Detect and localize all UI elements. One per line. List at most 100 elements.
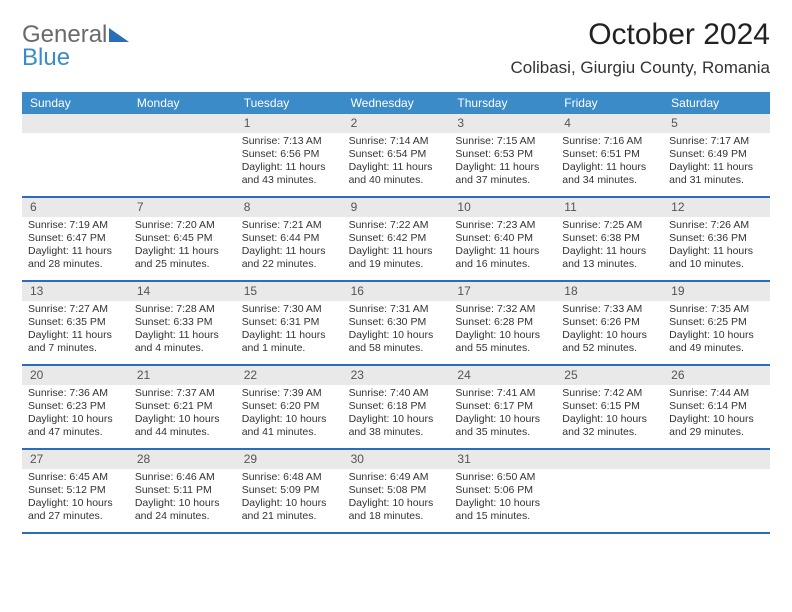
sunrise-line: Sunrise: 7:19 AM — [28, 219, 123, 232]
day-cell: 30Sunrise: 6:49 AMSunset: 5:08 PMDayligh… — [343, 450, 450, 532]
day-number: 15 — [236, 282, 343, 301]
day-number: 7 — [129, 198, 236, 217]
week-row: 13Sunrise: 7:27 AMSunset: 6:35 PMDayligh… — [22, 282, 770, 366]
day-body: Sunrise: 7:41 AMSunset: 6:17 PMDaylight:… — [449, 385, 556, 444]
daylight-line-2: and 52 minutes. — [562, 342, 657, 355]
calendar-grid: SundayMondayTuesdayWednesdayThursdayFrid… — [22, 92, 770, 534]
page-header: General Blue October 2024 Colibasi, Giur… — [22, 18, 770, 78]
day-body: Sunrise: 7:16 AMSunset: 6:51 PMDaylight:… — [556, 133, 663, 192]
logo: General Blue — [22, 18, 129, 70]
empty-cell — [129, 114, 236, 196]
day-body: Sunrise: 6:50 AMSunset: 5:06 PMDaylight:… — [449, 469, 556, 528]
day-number: 4 — [556, 114, 663, 133]
sunset-line: Sunset: 6:44 PM — [242, 232, 337, 245]
day-body: Sunrise: 6:48 AMSunset: 5:09 PMDaylight:… — [236, 469, 343, 528]
day-number: 21 — [129, 366, 236, 385]
day-body — [22, 133, 129, 193]
day-body — [129, 133, 236, 193]
daylight-line-1: Daylight: 11 hours — [242, 245, 337, 258]
location-text: Colibasi, Giurgiu County, Romania — [510, 58, 770, 78]
daylight-line-1: Daylight: 11 hours — [349, 161, 444, 174]
day-body: Sunrise: 7:17 AMSunset: 6:49 PMDaylight:… — [663, 133, 770, 192]
day-number: 2 — [343, 114, 450, 133]
daylight-line-1: Daylight: 11 hours — [455, 245, 550, 258]
daylight-line-2: and 58 minutes. — [349, 342, 444, 355]
day-number: 22 — [236, 366, 343, 385]
sunset-line: Sunset: 6:21 PM — [135, 400, 230, 413]
daylight-line-1: Daylight: 11 hours — [455, 161, 550, 174]
day-cell: 5Sunrise: 7:17 AMSunset: 6:49 PMDaylight… — [663, 114, 770, 196]
daylight-line-2: and 49 minutes. — [669, 342, 764, 355]
day-number: 8 — [236, 198, 343, 217]
weekday-header: Thursday — [449, 92, 556, 114]
day-number: 16 — [343, 282, 450, 301]
day-number — [663, 450, 770, 469]
day-body: Sunrise: 7:14 AMSunset: 6:54 PMDaylight:… — [343, 133, 450, 192]
day-body: Sunrise: 7:32 AMSunset: 6:28 PMDaylight:… — [449, 301, 556, 360]
sunset-line: Sunset: 6:18 PM — [349, 400, 444, 413]
day-number: 17 — [449, 282, 556, 301]
sunset-line: Sunset: 6:54 PM — [349, 148, 444, 161]
sunrise-line: Sunrise: 7:13 AM — [242, 135, 337, 148]
day-body: Sunrise: 7:22 AMSunset: 6:42 PMDaylight:… — [343, 217, 450, 276]
sunset-line: Sunset: 6:47 PM — [28, 232, 123, 245]
day-number: 27 — [22, 450, 129, 469]
daylight-line-1: Daylight: 11 hours — [242, 329, 337, 342]
daylight-line-1: Daylight: 10 hours — [562, 329, 657, 342]
day-body — [556, 469, 663, 529]
sunrise-line: Sunrise: 7:22 AM — [349, 219, 444, 232]
empty-cell — [22, 114, 129, 196]
sunset-line: Sunset: 6:20 PM — [242, 400, 337, 413]
daylight-line-2: and 34 minutes. — [562, 174, 657, 187]
daylight-line-1: Daylight: 10 hours — [135, 413, 230, 426]
daylight-line-2: and 29 minutes. — [669, 426, 764, 439]
weekday-header: Monday — [129, 92, 236, 114]
day-number: 24 — [449, 366, 556, 385]
sunset-line: Sunset: 6:45 PM — [135, 232, 230, 245]
daylight-line-1: Daylight: 11 hours — [28, 329, 123, 342]
day-number: 5 — [663, 114, 770, 133]
daylight-line-2: and 28 minutes. — [28, 258, 123, 271]
daylight-line-1: Daylight: 10 hours — [242, 497, 337, 510]
daylight-line-1: Daylight: 10 hours — [28, 413, 123, 426]
daylight-line-2: and 44 minutes. — [135, 426, 230, 439]
sunset-line: Sunset: 6:28 PM — [455, 316, 550, 329]
daylight-line-2: and 41 minutes. — [242, 426, 337, 439]
daylight-line-2: and 15 minutes. — [455, 510, 550, 523]
sunset-line: Sunset: 6:31 PM — [242, 316, 337, 329]
sunrise-line: Sunrise: 6:48 AM — [242, 471, 337, 484]
weekday-header: Wednesday — [343, 92, 450, 114]
day-body: Sunrise: 7:23 AMSunset: 6:40 PMDaylight:… — [449, 217, 556, 276]
sunset-line: Sunset: 6:42 PM — [349, 232, 444, 245]
calendar-page: General Blue October 2024 Colibasi, Giur… — [0, 0, 792, 552]
daylight-line-2: and 21 minutes. — [242, 510, 337, 523]
day-body: Sunrise: 7:26 AMSunset: 6:36 PMDaylight:… — [663, 217, 770, 276]
sunrise-line: Sunrise: 7:31 AM — [349, 303, 444, 316]
day-body: Sunrise: 7:37 AMSunset: 6:21 PMDaylight:… — [129, 385, 236, 444]
sunrise-line: Sunrise: 7:36 AM — [28, 387, 123, 400]
day-body: Sunrise: 7:20 AMSunset: 6:45 PMDaylight:… — [129, 217, 236, 276]
sunrise-line: Sunrise: 6:50 AM — [455, 471, 550, 484]
daylight-line-2: and 4 minutes. — [135, 342, 230, 355]
day-cell: 8Sunrise: 7:21 AMSunset: 6:44 PMDaylight… — [236, 198, 343, 280]
sunrise-line: Sunrise: 7:20 AM — [135, 219, 230, 232]
sunrise-line: Sunrise: 6:46 AM — [135, 471, 230, 484]
empty-cell — [663, 450, 770, 532]
day-body: Sunrise: 7:19 AMSunset: 6:47 PMDaylight:… — [22, 217, 129, 276]
day-body: Sunrise: 7:27 AMSunset: 6:35 PMDaylight:… — [22, 301, 129, 360]
day-body: Sunrise: 7:35 AMSunset: 6:25 PMDaylight:… — [663, 301, 770, 360]
week-row: 1Sunrise: 7:13 AMSunset: 6:56 PMDaylight… — [22, 114, 770, 198]
day-number: 19 — [663, 282, 770, 301]
day-cell: 18Sunrise: 7:33 AMSunset: 6:26 PMDayligh… — [556, 282, 663, 364]
day-number: 28 — [129, 450, 236, 469]
weekday-header: Sunday — [22, 92, 129, 114]
sunset-line: Sunset: 5:09 PM — [242, 484, 337, 497]
daylight-line-2: and 16 minutes. — [455, 258, 550, 271]
daylight-line-2: and 7 minutes. — [28, 342, 123, 355]
sunrise-line: Sunrise: 7:39 AM — [242, 387, 337, 400]
daylight-line-2: and 55 minutes. — [455, 342, 550, 355]
sunset-line: Sunset: 6:33 PM — [135, 316, 230, 329]
day-body: Sunrise: 6:45 AMSunset: 5:12 PMDaylight:… — [22, 469, 129, 528]
day-number: 26 — [663, 366, 770, 385]
daylight-line-1: Daylight: 10 hours — [28, 497, 123, 510]
